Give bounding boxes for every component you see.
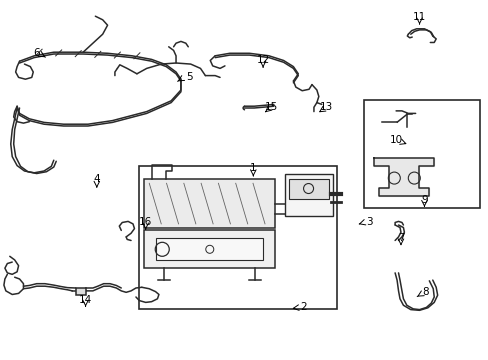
Bar (144, 179, 275, 228)
Text: 1: 1 (249, 163, 256, 174)
Text: 3: 3 (366, 217, 372, 228)
Bar (284, 174, 332, 216)
Text: 13: 13 (319, 102, 333, 112)
Text: 10: 10 (389, 135, 402, 145)
Text: 7: 7 (397, 233, 404, 243)
Bar (364, 100, 479, 208)
Text: 6: 6 (33, 48, 40, 58)
Text: 4: 4 (93, 174, 100, 184)
Bar (156, 238, 263, 260)
Bar (288, 179, 328, 199)
Text: 16: 16 (139, 217, 152, 228)
Text: 2: 2 (299, 302, 306, 312)
Text: 9: 9 (420, 195, 427, 205)
Text: 15: 15 (264, 102, 278, 112)
Text: 12: 12 (256, 55, 269, 66)
Text: 14: 14 (79, 294, 92, 305)
Text: 11: 11 (412, 12, 426, 22)
Bar (76, 288, 85, 295)
Text: 8: 8 (421, 287, 428, 297)
Polygon shape (373, 158, 433, 196)
Bar (144, 230, 275, 268)
Bar (139, 166, 337, 309)
Text: 5: 5 (186, 72, 193, 82)
